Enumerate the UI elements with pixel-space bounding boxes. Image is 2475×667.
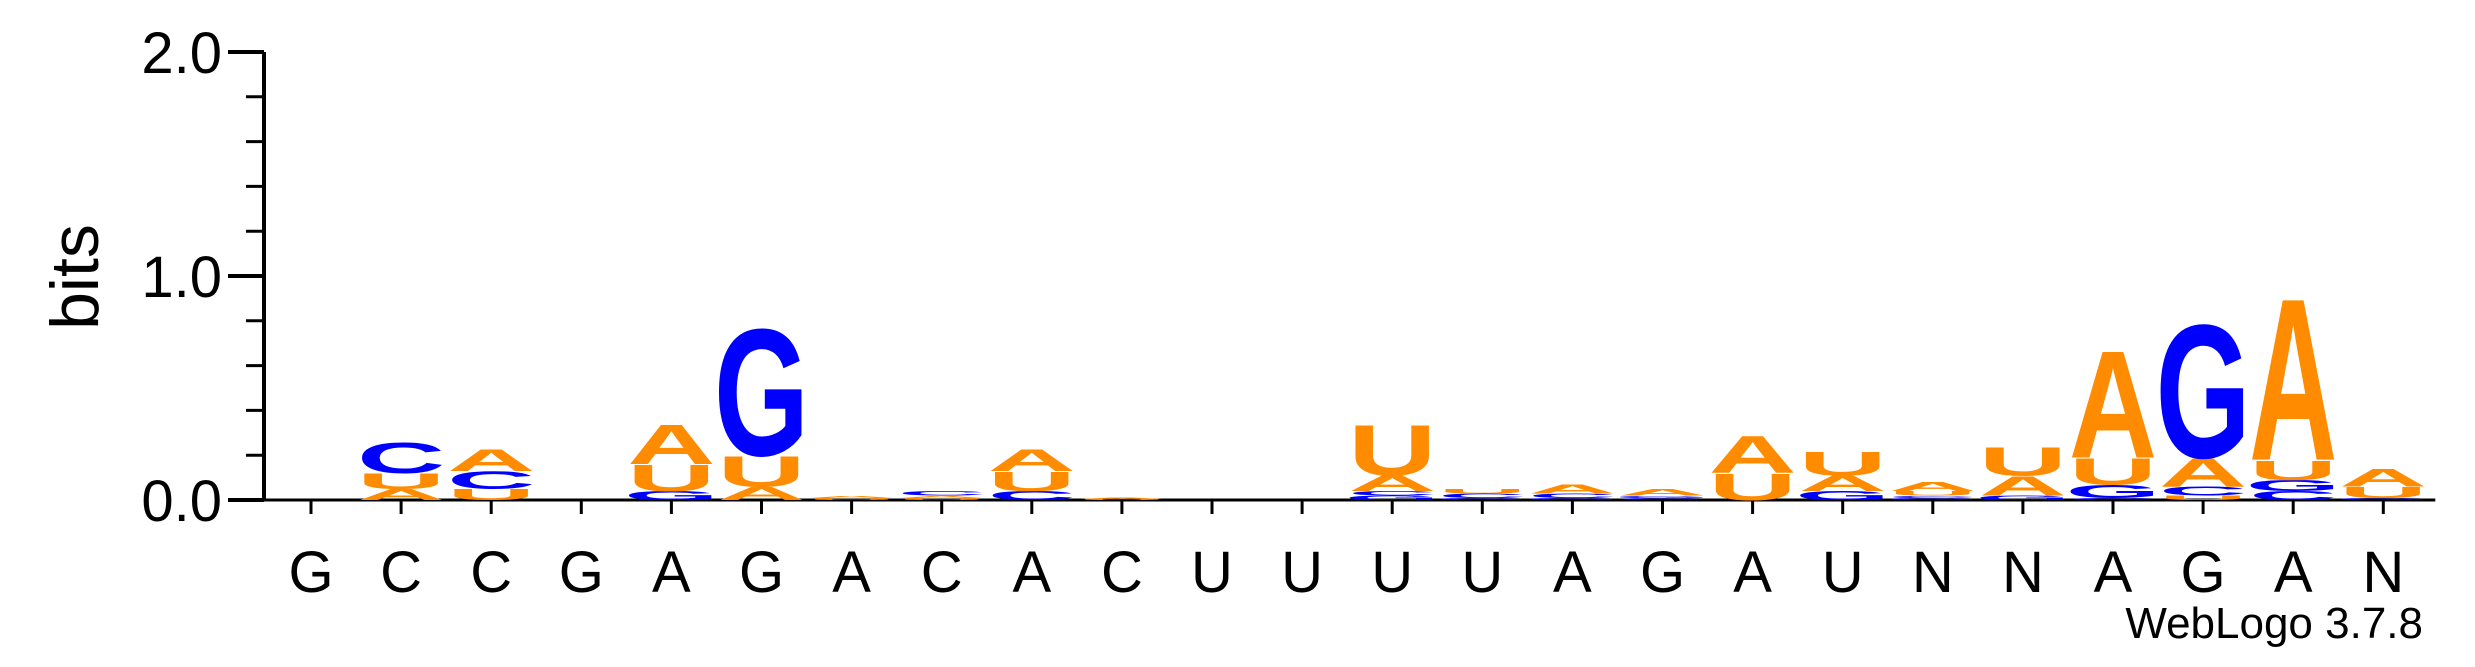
logo-letter-u: U bbox=[1078, 499, 1166, 501]
logo-letter-g: G bbox=[2336, 497, 2431, 500]
logo-letter-g: G bbox=[1525, 497, 1620, 500]
logo-letter-c: C bbox=[1438, 492, 1526, 499]
logo-letter-u: U bbox=[1348, 411, 1436, 491]
logo-letter-a: A bbox=[2159, 450, 2247, 495]
x-tick-label: N bbox=[2362, 540, 2404, 605]
x-tick-label: A bbox=[1012, 540, 1051, 605]
logo-letter-g: G bbox=[1435, 497, 1530, 500]
y-tick-label: 2.0 bbox=[141, 21, 222, 86]
logo-letter-c: C bbox=[1618, 497, 1706, 500]
logo-letter-g: G bbox=[1885, 497, 1980, 500]
x-tick-label: C bbox=[380, 540, 422, 605]
x-tick-label: U bbox=[1461, 540, 1503, 605]
logo-letter-a: A bbox=[1078, 497, 1166, 499]
x-tick-label: C bbox=[921, 540, 963, 605]
x-tick-label: C bbox=[470, 540, 512, 605]
logo-letter-a: A bbox=[1348, 471, 1436, 495]
y-tick-label: 1.0 bbox=[141, 245, 222, 310]
logo-letter-c: C bbox=[1348, 490, 1436, 497]
x-tick-label: G bbox=[739, 540, 784, 605]
x-tick-label: A bbox=[1553, 540, 1592, 605]
logo-letter-u: U bbox=[1708, 466, 1796, 508]
logo-letter-u: U bbox=[1889, 490, 1977, 497]
logo-letter-c: C bbox=[1528, 492, 1616, 499]
logo-letter-a: A bbox=[1889, 480, 1977, 494]
logo-letter-g: G bbox=[1345, 494, 1440, 501]
logo-letter-u: U bbox=[717, 447, 805, 496]
logo-letter-c: C bbox=[2249, 489, 2337, 503]
logo-letter-g: G bbox=[624, 489, 719, 503]
logo-letter-u: U bbox=[2339, 484, 2427, 501]
logo-letter-a: A bbox=[898, 495, 986, 498]
logo-letter-a: A bbox=[357, 486, 445, 503]
y-axis: 0.0 1.0 2.0 bbox=[141, 21, 2436, 534]
logo-letter-g: G bbox=[2156, 285, 2251, 498]
logo-letter-u: U bbox=[1979, 439, 2067, 484]
x-tick-label: A bbox=[832, 540, 871, 605]
logo-letter-g: G bbox=[2065, 481, 2160, 502]
x-tick-label: A bbox=[652, 540, 691, 605]
logo-letter-u: U bbox=[447, 486, 535, 503]
x-tick-label: A bbox=[2094, 540, 2133, 605]
x-tick-label: G bbox=[2181, 540, 2226, 605]
logo-letter-a: A bbox=[447, 442, 535, 477]
x-tick-label: U bbox=[1281, 540, 1323, 605]
logo-letter-c: C bbox=[898, 490, 986, 497]
logo-letter-a: A bbox=[2069, 320, 2157, 490]
logo-letter-g: G bbox=[714, 291, 809, 494]
logo-letter-g: G bbox=[1975, 494, 2070, 501]
logo-letter-a: A bbox=[627, 414, 715, 477]
y-axis-label: bits bbox=[37, 224, 113, 330]
logo-letter-a: A bbox=[2339, 464, 2427, 492]
logo-letter-a: A bbox=[807, 495, 895, 498]
logo-letter-u: U bbox=[1799, 445, 1887, 483]
logo-letter-a: A bbox=[1708, 425, 1796, 484]
x-tick-label: C bbox=[1101, 540, 1143, 605]
logo-letter-u: U bbox=[2159, 494, 2247, 501]
logo-letter-u: U bbox=[2069, 451, 2157, 493]
logo-letter-a: A bbox=[1528, 482, 1616, 496]
x-tick-label: A bbox=[2274, 540, 2313, 605]
x-tick-label: A bbox=[1733, 540, 1772, 605]
x-tick-label: N bbox=[1912, 540, 1954, 605]
logo-letter-a: A bbox=[2249, 251, 2337, 510]
logo-letter-c: C bbox=[447, 466, 535, 494]
logo-letter-a: A bbox=[1979, 470, 2067, 501]
logo-letter-g: G bbox=[1615, 495, 1710, 498]
logo-letter-u: U bbox=[807, 497, 895, 500]
x-tick-label: U bbox=[1371, 540, 1413, 605]
y-tick-label: 0.0 bbox=[141, 469, 222, 534]
logo-letter-a: A bbox=[1799, 471, 1887, 495]
logo-letter-c: C bbox=[357, 434, 445, 483]
logo-letter-a: A bbox=[988, 442, 1076, 477]
logo-letter-g: G bbox=[2246, 477, 2341, 494]
logo-letter-a: A bbox=[1618, 487, 1706, 497]
logo-letter-c: C bbox=[2069, 497, 2157, 500]
x-tick-label: U bbox=[1822, 540, 1864, 605]
x-tick-label: G bbox=[288, 540, 333, 605]
logo-letter-c: C bbox=[1889, 495, 1977, 498]
logo-letter-c: C bbox=[988, 489, 1076, 503]
x-tick-label: G bbox=[1640, 540, 1685, 605]
logo-letter-g: G bbox=[1795, 489, 1890, 503]
logo-letter-u: U bbox=[627, 457, 715, 499]
logo-letter-a: A bbox=[717, 483, 805, 504]
logo-letter-u: U bbox=[988, 466, 1076, 497]
x-tick-label: U bbox=[1191, 540, 1233, 605]
logo-letter-u: U bbox=[2249, 454, 2337, 485]
logo-letter-u: U bbox=[1438, 488, 1526, 495]
x-tick-label: N bbox=[2002, 540, 2044, 605]
logo-letter-u: U bbox=[357, 469, 445, 493]
logo-letter-c: C bbox=[2159, 484, 2247, 498]
logo-letter-u: U bbox=[898, 497, 986, 500]
x-tick-label: G bbox=[559, 540, 604, 605]
weblogo-credit: WebLogo 3.7.8 bbox=[2125, 599, 2423, 648]
